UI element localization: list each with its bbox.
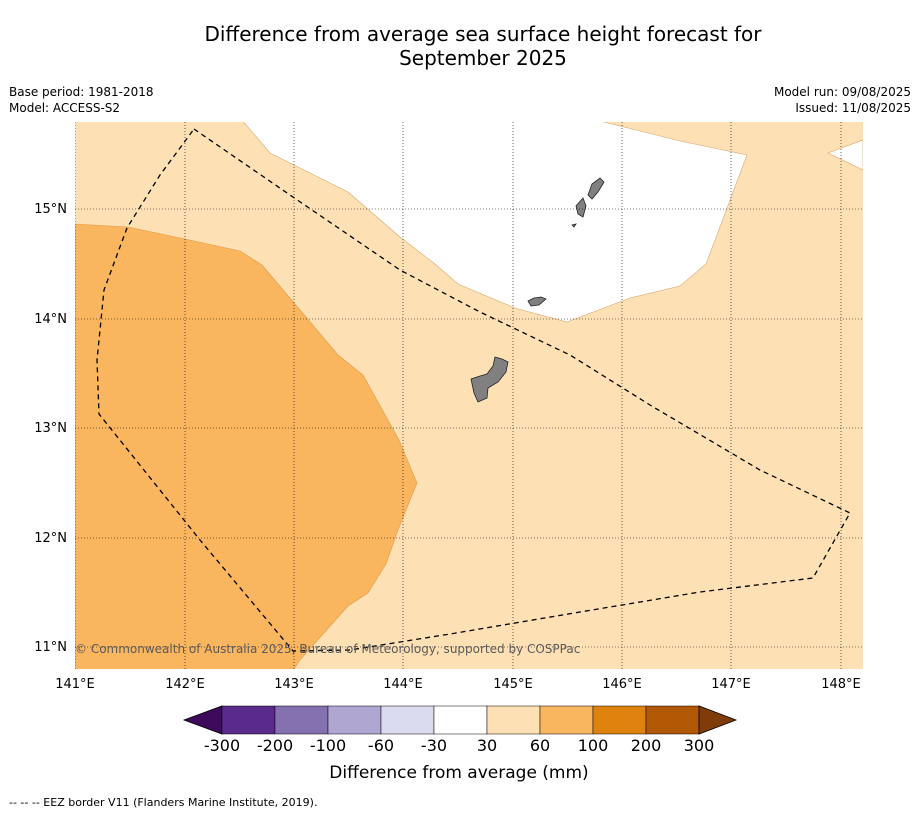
model-run: Model run: 09/08/2025 [773,85,911,99]
band-neutral-ne [243,122,748,323]
colorbar-extend-high [698,705,738,735]
map-title: Difference from average sea surface heig… [0,22,919,70]
lat-label: 11°N [34,640,67,655]
title-line-1: Difference from average sea surface heig… [204,22,762,46]
colorbar-tick-label: 30 [477,736,497,755]
colorbar-label: Difference from average (mm) [329,763,588,783]
saipan-island [587,177,605,200]
colorbar-tick-label: 60 [530,736,550,755]
colorbar: -300 -200 -100 -60 -30 30 60 100 200 300 [182,705,738,755]
colorbar-extend-low [182,705,223,735]
colorbar-segment [645,705,700,735]
colorbar-tick-label: 200 [631,736,662,755]
lat-label: 15°N [34,202,67,217]
aguijan-island [571,223,577,228]
lon-labels: 141°E 142°E 143°E 144°E 145°E 146°E 147°… [55,677,861,692]
lon-label: 143°E [274,677,314,692]
lat-label: 12°N [34,531,67,546]
guam-island [470,356,509,403]
tinian-island [575,197,587,218]
colorbar-tick-label: -100 [310,736,346,755]
colorbar-segment [380,705,435,735]
colorbar-segment [539,705,594,735]
lat-label: 14°N [34,312,67,327]
lon-label: 145°E [493,677,533,692]
lon-label: 147°E [711,677,751,692]
colorbar-tick-label: -30 [421,736,447,755]
lon-label: 144°E [383,677,423,692]
eez-legend-note: -- -- -- EEZ border V11 (Flanders Marine… [9,796,318,809]
colorbar-segment [327,705,382,735]
band-neutral-ne-corner [827,139,863,171]
lon-label: 142°E [165,677,205,692]
colorbar-segment [274,705,329,735]
issued-date: Issued: 11/08/2025 [795,101,911,115]
eez-border [96,128,851,652]
colorbar-segment [592,705,647,735]
band-60-100 [75,223,418,669]
lat-label: 13°N [34,421,67,436]
lon-label: 148°E [821,677,861,692]
lon-label: 146°E [602,677,642,692]
model-name: Model: ACCESS-S2 [9,101,121,115]
colorbar-tick-label: -60 [368,736,394,755]
colorbar-tick-label: 100 [578,736,609,755]
lat-labels: 15°N 14°N 13°N 12°N 11°N [34,202,67,655]
colorbar-segment [486,705,541,735]
meta-right: Model run: 09/08/2025 Issued: 11/08/2025 [774,84,911,116]
colorbar-segment [433,705,488,735]
rota-island [527,296,547,307]
copyright-text: © Commonwealth of Australia 2025, Bureau… [75,642,580,656]
map-area [75,122,863,669]
graticule [75,122,863,669]
colorbar-tick-label: -200 [257,736,293,755]
meta-left: Base period: 1981-2018 Model: ACCESS-S2 [9,84,154,116]
colorbar-tick-label: 300 [684,736,715,755]
colorbar-segment [221,705,276,735]
colorbar-tick-label: -300 [204,736,240,755]
title-line-2: September 2025 [399,46,567,70]
lon-label: 141°E [55,677,95,692]
base-period: Base period: 1981-2018 [9,85,154,99]
